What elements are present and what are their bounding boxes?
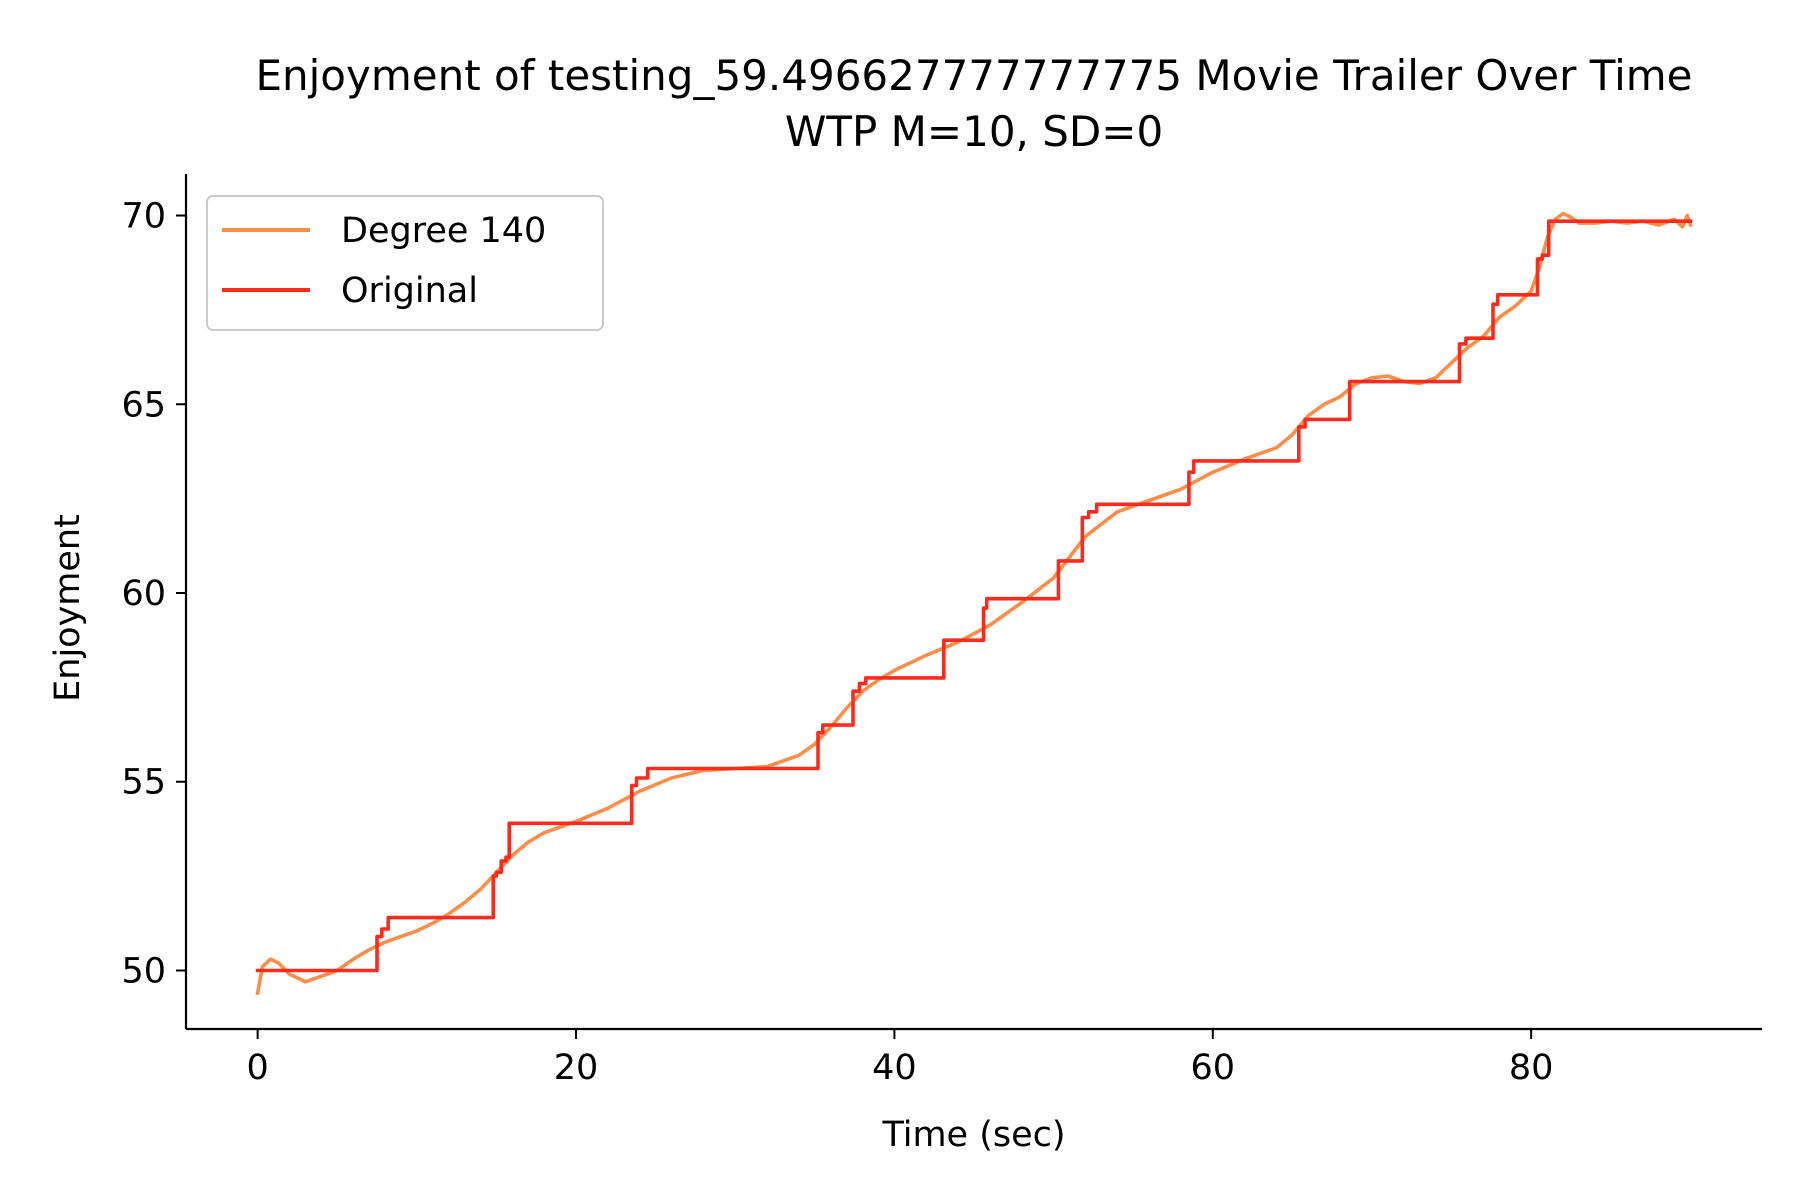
series-layer — [255, 211, 1693, 996]
x-tick-label: 0 — [246, 1048, 268, 1088]
x-tick-label: 40 — [872, 1048, 917, 1088]
y-axis-ticks: 50 55 60 65 70 — [121, 197, 186, 991]
x-tick-label: 20 — [554, 1048, 599, 1088]
chart-title: Enjoyment of testing_59.496627777777775 … — [255, 51, 1692, 100]
legend-label-original: Original — [341, 271, 478, 311]
legend: Degree 140 Original — [206, 195, 604, 331]
legend-label-degree-140: Degree 140 — [341, 211, 546, 251]
y-tick-label: 70 — [121, 197, 166, 237]
chart-subtitle: WTP M=10, SD=0 — [785, 107, 1163, 156]
x-axis-label: Time (sec) — [881, 1115, 1065, 1155]
x-tick-label: 80 — [1509, 1048, 1554, 1088]
y-tick-label: 60 — [121, 574, 166, 614]
y-axis-label: Enjoyment — [48, 514, 88, 702]
y-tick-label: 65 — [121, 385, 166, 425]
series-line-original — [255, 219, 1693, 973]
y-tick-label: 55 — [121, 763, 166, 803]
x-axis-ticks: 0 20 40 60 80 — [246, 1029, 1553, 1088]
x-tick-label: 60 — [1191, 1048, 1236, 1088]
y-tick-label: 50 — [121, 951, 166, 991]
